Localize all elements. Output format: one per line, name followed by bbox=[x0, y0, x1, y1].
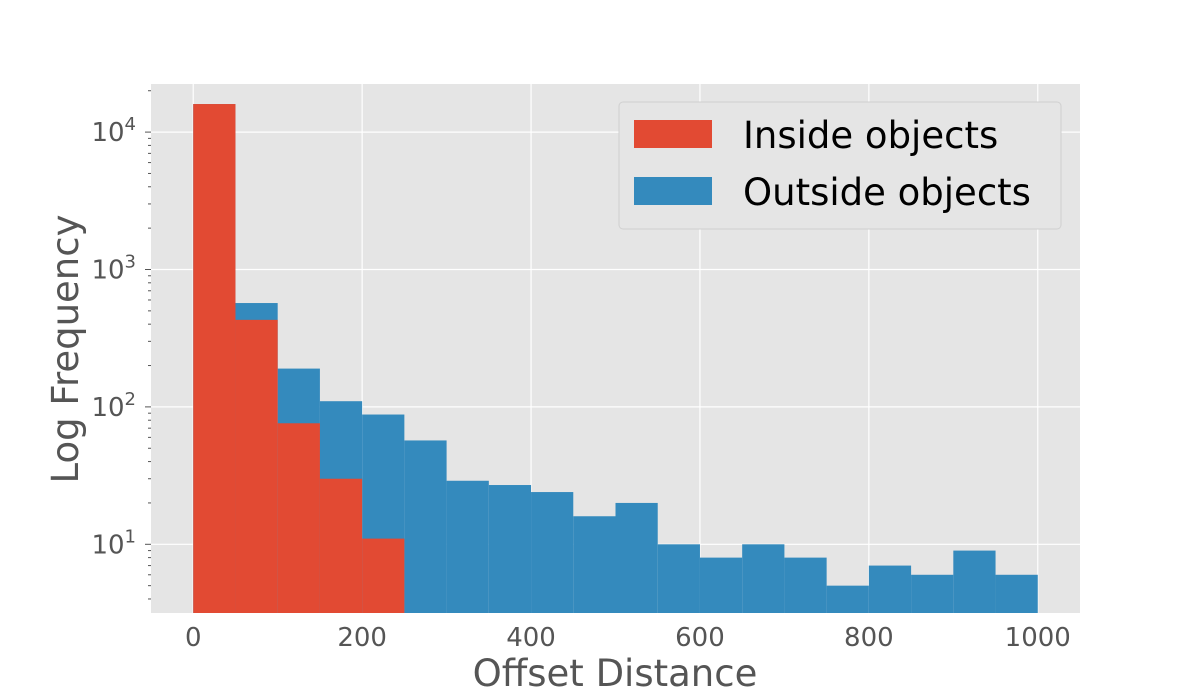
legend-swatch-inside bbox=[634, 120, 712, 148]
legend-box bbox=[618, 101, 1062, 230]
y-tick-label: 104 bbox=[91, 114, 136, 148]
bar-outside-objects bbox=[615, 502, 658, 613]
y-tick-labels: 101 102 103 104 bbox=[91, 114, 136, 560]
bar-inside-objects bbox=[235, 319, 278, 613]
x-axis-label: Offset Distance bbox=[473, 652, 758, 690]
bar-inside-objects bbox=[277, 423, 320, 613]
bar-outside-objects bbox=[742, 544, 785, 613]
legend-swatch-outside bbox=[634, 177, 712, 205]
x-tick-labels: 0 200 400 600 800 1000 bbox=[185, 623, 1071, 653]
bar-outside-objects bbox=[446, 480, 489, 613]
bar-outside-objects bbox=[784, 557, 827, 613]
bar-outside-objects bbox=[699, 557, 743, 613]
y-tick-label: 103 bbox=[91, 251, 136, 285]
x-tick-label: 400 bbox=[506, 623, 556, 653]
x-tick-label: 200 bbox=[337, 623, 387, 653]
bar-inside-objects bbox=[319, 478, 363, 613]
y-tick-label: 102 bbox=[91, 389, 136, 423]
bar-outside-objects bbox=[868, 565, 912, 613]
bar-outside-objects bbox=[404, 440, 447, 613]
y-tick-label: 101 bbox=[91, 526, 136, 560]
legend-label-outside: Outside objects bbox=[743, 171, 1031, 214]
bars bbox=[193, 104, 1038, 613]
x-tick-label: 800 bbox=[844, 623, 894, 653]
bar-outside-objects bbox=[531, 492, 574, 613]
legend: Inside objects Outside objects bbox=[618, 101, 1062, 230]
x-tick-label: 600 bbox=[675, 623, 725, 653]
bar-outside-objects bbox=[826, 585, 869, 613]
bar-inside-objects bbox=[362, 538, 405, 613]
minor-ticks bbox=[145, 90, 151, 600]
legend-label-inside: Inside objects bbox=[743, 114, 998, 157]
bar-outside-objects bbox=[573, 516, 616, 613]
bar-inside-objects bbox=[193, 104, 236, 613]
bar-outside-objects bbox=[953, 550, 996, 613]
bar-outside-objects bbox=[911, 574, 954, 613]
bar-outside-objects bbox=[488, 485, 532, 613]
y-axis-label: Log Frequency bbox=[44, 215, 87, 484]
bar-outside-objects bbox=[995, 574, 1038, 613]
bar-outside-objects bbox=[657, 544, 700, 613]
x-tick-label: 0 bbox=[185, 623, 202, 653]
x-tick-label: 1000 bbox=[1005, 623, 1071, 653]
